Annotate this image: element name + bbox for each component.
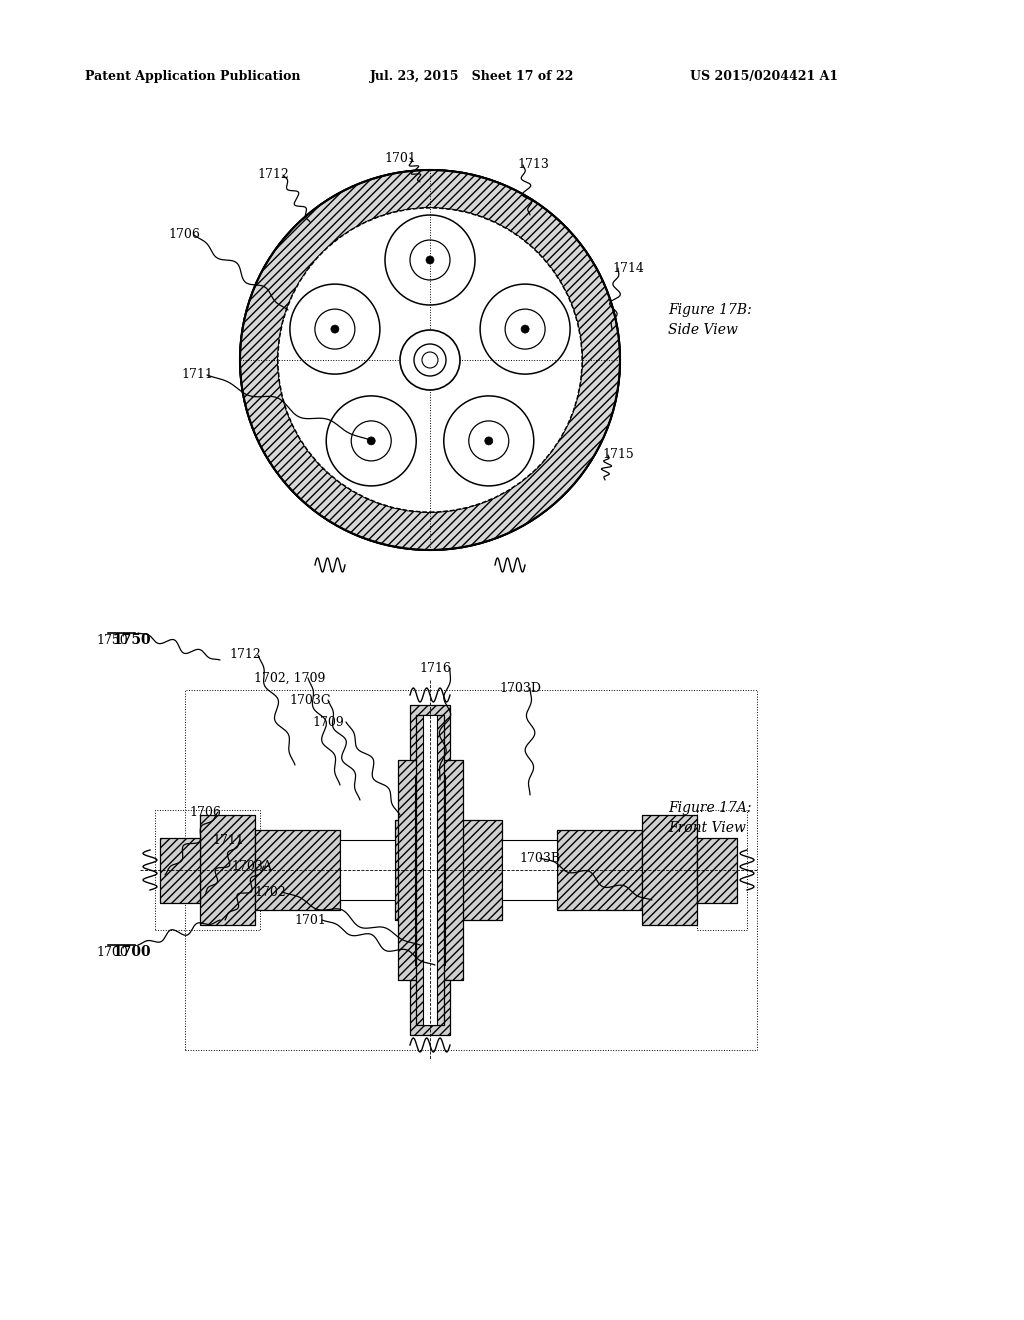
Text: 1709: 1709 bbox=[312, 715, 344, 729]
Circle shape bbox=[400, 330, 460, 389]
Text: 1700: 1700 bbox=[112, 945, 151, 960]
Bar bbox=[398, 760, 463, 979]
Circle shape bbox=[521, 325, 529, 333]
Text: Figure 17A:
Front View: Figure 17A: Front View bbox=[668, 801, 752, 834]
Text: 1714: 1714 bbox=[612, 261, 644, 275]
Circle shape bbox=[410, 240, 450, 280]
Circle shape bbox=[315, 309, 355, 348]
Text: 1712: 1712 bbox=[257, 169, 289, 181]
Bar bbox=[415, 775, 445, 965]
Bar bbox=[642, 814, 697, 925]
Circle shape bbox=[385, 215, 475, 305]
Bar bbox=[185, 690, 757, 1049]
Text: 1712: 1712 bbox=[229, 648, 261, 661]
Text: Patent Application Publication: Patent Application Publication bbox=[85, 70, 300, 83]
Bar bbox=[395, 820, 435, 920]
Circle shape bbox=[240, 170, 620, 550]
Text: 1706: 1706 bbox=[189, 805, 221, 818]
Circle shape bbox=[327, 396, 416, 486]
Circle shape bbox=[414, 345, 446, 376]
Text: 1702, 1709: 1702, 1709 bbox=[254, 672, 326, 685]
Bar bbox=[410, 705, 450, 760]
Text: 1750: 1750 bbox=[96, 634, 128, 647]
Circle shape bbox=[469, 421, 509, 461]
Text: 1706: 1706 bbox=[168, 228, 200, 242]
Circle shape bbox=[331, 325, 339, 333]
Bar bbox=[160, 838, 200, 903]
Bar bbox=[642, 814, 697, 925]
Circle shape bbox=[351, 421, 391, 461]
Bar bbox=[410, 979, 450, 1035]
Bar bbox=[155, 810, 260, 931]
Text: 1715: 1715 bbox=[602, 449, 634, 462]
Text: Figure 17B:
Side View: Figure 17B: Side View bbox=[668, 304, 752, 337]
Circle shape bbox=[505, 309, 545, 348]
Bar bbox=[255, 830, 340, 909]
Text: 1703A: 1703A bbox=[231, 859, 272, 873]
Text: 1701: 1701 bbox=[384, 152, 416, 165]
Circle shape bbox=[480, 284, 570, 374]
Bar bbox=[160, 838, 200, 903]
Bar bbox=[410, 705, 450, 760]
Bar bbox=[416, 715, 444, 1026]
Bar bbox=[200, 814, 255, 925]
Text: US 2015/0204421 A1: US 2015/0204421 A1 bbox=[690, 70, 838, 83]
Bar bbox=[697, 810, 746, 931]
Circle shape bbox=[443, 396, 534, 486]
Bar bbox=[697, 838, 737, 903]
Bar bbox=[416, 715, 444, 1026]
Circle shape bbox=[422, 352, 438, 368]
Bar bbox=[557, 830, 642, 909]
Circle shape bbox=[278, 209, 582, 512]
Bar bbox=[462, 820, 502, 920]
Text: 1703D: 1703D bbox=[499, 681, 541, 694]
Text: 1701: 1701 bbox=[294, 913, 326, 927]
Text: 1711: 1711 bbox=[212, 833, 244, 846]
Bar bbox=[502, 840, 557, 900]
Text: Jul. 23, 2015   Sheet 17 of 22: Jul. 23, 2015 Sheet 17 of 22 bbox=[370, 70, 574, 83]
Bar bbox=[255, 830, 340, 909]
Bar bbox=[200, 814, 255, 925]
Bar bbox=[410, 979, 450, 1035]
Text: 1702: 1702 bbox=[254, 886, 286, 899]
Bar bbox=[697, 838, 737, 903]
Text: 1713: 1713 bbox=[517, 158, 549, 172]
Circle shape bbox=[484, 437, 493, 445]
Text: 1750: 1750 bbox=[112, 634, 151, 647]
Text: 1711: 1711 bbox=[181, 368, 213, 381]
Text: 1703B: 1703B bbox=[519, 851, 560, 865]
Bar bbox=[557, 830, 642, 909]
Bar bbox=[340, 840, 395, 900]
Text: 1700: 1700 bbox=[96, 945, 128, 958]
Text: 1716: 1716 bbox=[419, 661, 451, 675]
Circle shape bbox=[426, 256, 434, 264]
Bar bbox=[398, 760, 463, 979]
Circle shape bbox=[290, 284, 380, 374]
Bar bbox=[462, 820, 502, 920]
Circle shape bbox=[368, 437, 375, 445]
Bar bbox=[395, 820, 435, 920]
Text: 1703C: 1703C bbox=[289, 693, 331, 706]
Bar bbox=[423, 715, 437, 1026]
